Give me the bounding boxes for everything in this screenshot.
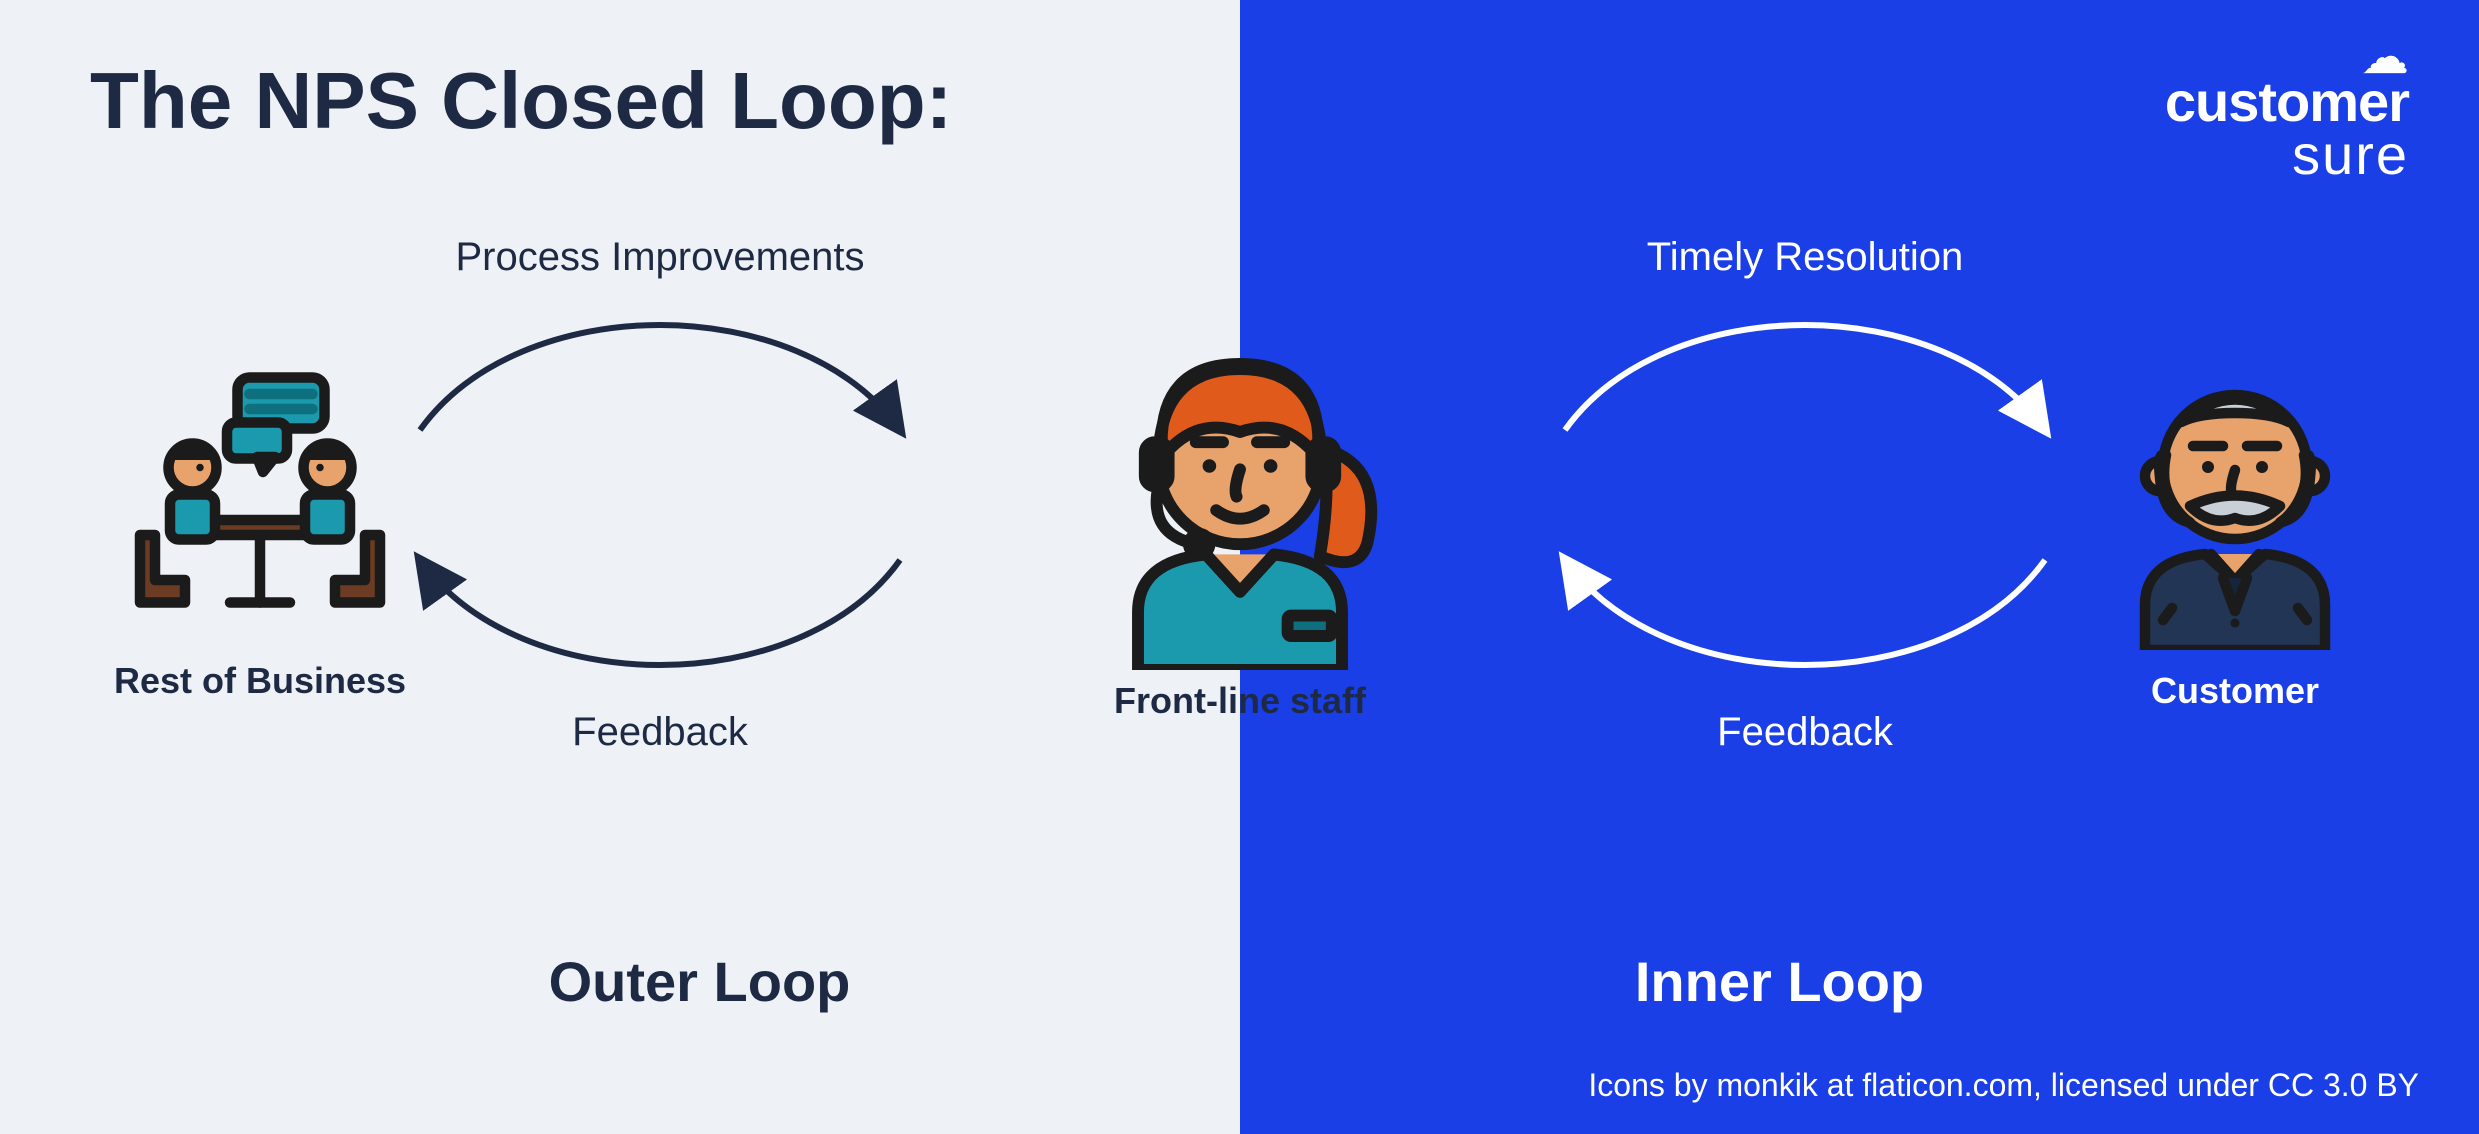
inner-loop-arcs	[1525, 280, 2085, 710]
outer-top-arc-label: Process Improvements	[430, 235, 890, 280]
inner-loop-label: Inner Loop	[1480, 949, 2080, 1014]
inner-top-arc-label: Timely Resolution	[1575, 235, 2035, 280]
brand-line2: sure	[2292, 123, 2409, 186]
brand-logo: ☁ customer sure	[2165, 35, 2409, 181]
rest-of-business-label: Rest of Business	[90, 660, 430, 702]
outer-loop-arcs	[380, 280, 940, 710]
agent-icon	[1070, 330, 1410, 670]
attribution-text: Icons by monkik at flaticon.com, license…	[1588, 1067, 2419, 1104]
outer-loop-label: Outer Loop	[400, 949, 1000, 1014]
customer-icon	[2085, 350, 2385, 650]
page-title: The NPS Closed Loop:	[90, 55, 952, 147]
outer-bottom-arc-label: Feedback	[430, 710, 890, 755]
front-line-staff-label: Front-line staff	[1060, 680, 1420, 722]
customer-label: Customer	[2070, 670, 2400, 712]
inner-bottom-arc-label: Feedback	[1575, 710, 2035, 755]
meeting-icon	[110, 340, 410, 640]
